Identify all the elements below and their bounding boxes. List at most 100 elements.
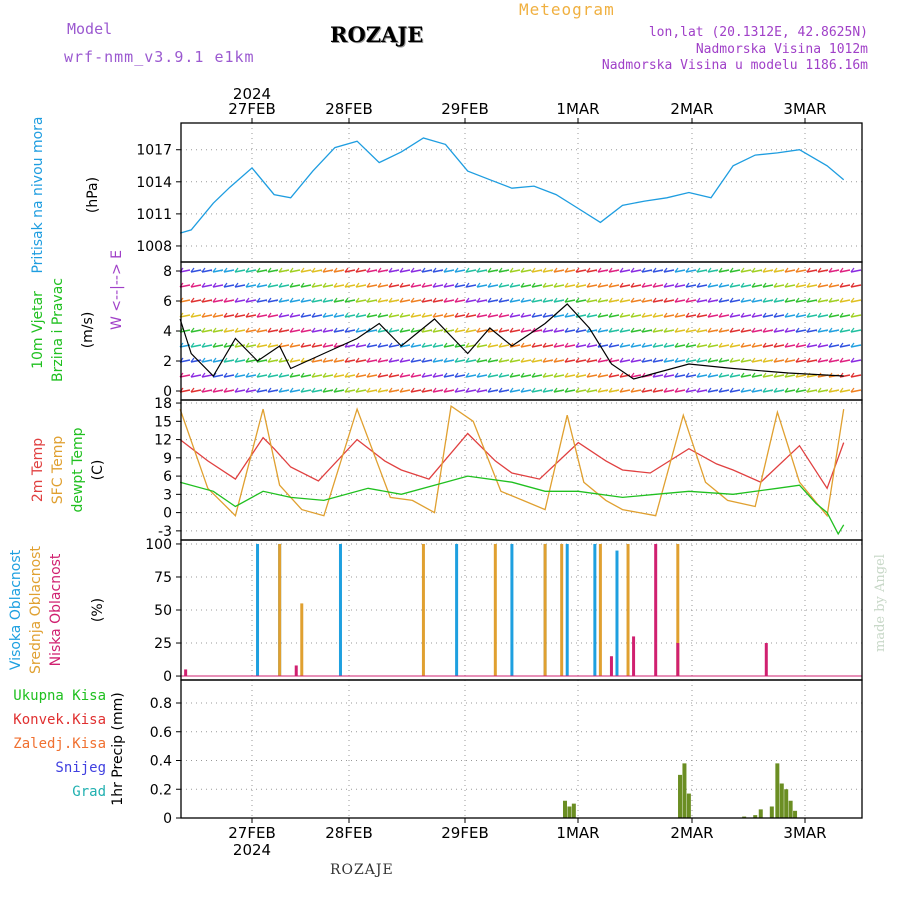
wind-barb bbox=[531, 299, 543, 303]
wind-barb-tick bbox=[333, 282, 338, 288]
wind-barb bbox=[751, 374, 763, 378]
wind-barb-tick bbox=[333, 342, 338, 348]
wind-barb-tick bbox=[366, 282, 371, 288]
wind-barb bbox=[652, 359, 664, 363]
wind-barb bbox=[443, 314, 455, 318]
wind-barb bbox=[674, 389, 686, 393]
wind-barb bbox=[608, 329, 620, 333]
wind-barb-tick bbox=[344, 342, 349, 348]
wind-barb-tick bbox=[707, 342, 712, 348]
wind-barb-tick bbox=[377, 372, 382, 378]
wind-barb-tick bbox=[784, 282, 789, 288]
wind-barb bbox=[839, 284, 851, 288]
wind-barb-tick bbox=[487, 312, 492, 318]
wind-barb-tick bbox=[707, 282, 712, 288]
day-label-bottom: 2MAR bbox=[670, 824, 713, 842]
wind-barb bbox=[311, 299, 323, 303]
wind-barb-tick bbox=[707, 357, 712, 363]
wind-barb-tick bbox=[839, 282, 844, 288]
wind-barb bbox=[366, 389, 378, 393]
wind-barb-tick bbox=[729, 297, 734, 303]
wind-barb bbox=[190, 284, 202, 288]
day-label-bottom: 28FEB bbox=[325, 824, 372, 842]
wind-barb-tick bbox=[212, 357, 217, 363]
precip-bar bbox=[753, 815, 758, 818]
pressure-line bbox=[179, 137, 845, 234]
wind-barb-tick bbox=[619, 342, 624, 348]
temp-axis-title-3: dewpt Temp bbox=[70, 427, 86, 512]
wind-barb-tick bbox=[190, 297, 195, 303]
wind-barb-tick bbox=[443, 342, 448, 348]
wind-barb bbox=[564, 269, 576, 273]
wind-barb bbox=[817, 389, 829, 393]
wind-barb bbox=[201, 389, 213, 393]
wind-barb-tick bbox=[333, 387, 338, 393]
wind-barb-tick bbox=[509, 282, 514, 288]
wind-barb-tick bbox=[377, 387, 382, 393]
wind-barb bbox=[344, 314, 356, 318]
wind-barb-tick bbox=[487, 267, 492, 273]
wind-barb-tick bbox=[201, 282, 206, 288]
wind-barb-tick bbox=[608, 372, 613, 378]
wind-barb-tick bbox=[234, 297, 239, 303]
wind-barb bbox=[421, 359, 433, 363]
wind-barb-tick bbox=[641, 327, 646, 333]
wind-barb-tick bbox=[267, 297, 272, 303]
wind-barb-tick bbox=[432, 372, 437, 378]
wind-barb bbox=[300, 389, 312, 393]
wind-barb-tick bbox=[817, 297, 822, 303]
wind-barb-tick bbox=[619, 297, 624, 303]
cloud-bar bbox=[300, 603, 304, 677]
wind-barb bbox=[256, 374, 268, 378]
wind-barb-tick bbox=[729, 357, 734, 363]
precip-bar bbox=[775, 763, 780, 818]
wind-barb bbox=[377, 299, 389, 303]
wind-barb bbox=[586, 299, 598, 303]
wind-barb bbox=[432, 299, 444, 303]
wind-barb bbox=[674, 329, 686, 333]
wind-barb bbox=[608, 344, 620, 348]
precip-legend-item: Snijeg bbox=[55, 760, 106, 776]
wind-barb-tick bbox=[388, 372, 393, 378]
wind-barb bbox=[795, 269, 807, 273]
wind-barb bbox=[718, 374, 730, 378]
wind-barb-tick bbox=[322, 282, 327, 288]
wind-barb-tick bbox=[520, 267, 525, 273]
wind-barb bbox=[476, 389, 488, 393]
day-label-top: 28FEB bbox=[325, 100, 372, 118]
wind-barb-tick bbox=[729, 372, 734, 378]
wind-barb-tick bbox=[432, 267, 437, 273]
wind-barb bbox=[190, 359, 202, 363]
wind-barb bbox=[751, 329, 763, 333]
wind-barb bbox=[553, 284, 565, 288]
wind-barb bbox=[806, 314, 818, 318]
wind-barb-tick bbox=[806, 357, 811, 363]
wind-barb bbox=[201, 314, 213, 318]
y-tick-label: 75 bbox=[154, 570, 172, 586]
wind-barb-tick bbox=[674, 327, 679, 333]
wind-barb bbox=[267, 374, 279, 378]
wind-barb bbox=[751, 284, 763, 288]
wind-barb bbox=[784, 284, 796, 288]
wind-barb bbox=[311, 284, 323, 288]
wind-barb-tick bbox=[344, 297, 349, 303]
wind-barb bbox=[608, 389, 620, 393]
wind-barb-tick bbox=[300, 282, 305, 288]
wind-barb bbox=[762, 344, 774, 348]
wind-barb-tick bbox=[608, 282, 613, 288]
wind-barb-tick bbox=[509, 387, 514, 393]
wind-barb-tick bbox=[355, 357, 360, 363]
wind-barb bbox=[850, 314, 862, 318]
wind-barb-tick bbox=[443, 312, 448, 318]
wind-barb bbox=[784, 389, 796, 393]
wind-barb-tick bbox=[553, 282, 558, 288]
wind-barb-tick bbox=[795, 342, 800, 348]
wind-barb bbox=[531, 269, 543, 273]
wind-barb-tick bbox=[190, 357, 195, 363]
wind-barb bbox=[608, 299, 620, 303]
wind-barb-tick bbox=[652, 312, 657, 318]
wind-barb-tick bbox=[520, 387, 525, 393]
wind-barb bbox=[828, 299, 840, 303]
wind-barb-tick bbox=[399, 342, 404, 348]
